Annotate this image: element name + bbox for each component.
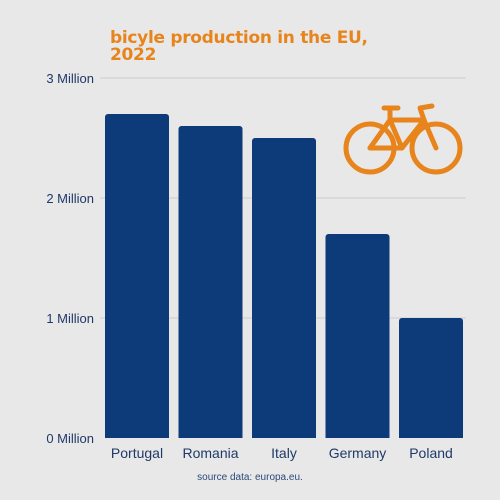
bar-base-italy — [252, 434, 316, 438]
y-tick-label: 1 Million — [46, 311, 94, 326]
y-axis-ticks: 0 Million 1 Million 2 Million 3 Million — [46, 71, 94, 446]
x-category-label: Portugal — [111, 445, 163, 461]
y-tick-label: 2 Million — [46, 191, 94, 206]
bar-base-romania — [178, 434, 243, 438]
bar-base-germany — [325, 434, 390, 438]
bars — [105, 114, 463, 438]
bar-base-portugal — [105, 434, 169, 438]
bar-base-poland — [399, 434, 463, 438]
x-category-label: Italy — [271, 445, 297, 461]
x-axis-categories: Portugal Romania Italy Germany Poland — [111, 445, 453, 461]
y-tick-label: 0 Million — [46, 431, 94, 446]
bar-romania — [178, 126, 243, 438]
source-note: source data: europa.eu. — [197, 472, 303, 483]
x-category-label: Germany — [329, 445, 387, 461]
y-tick-label: 3 Million — [46, 71, 94, 86]
bar-italy — [252, 138, 316, 438]
bar-portugal — [105, 114, 169, 438]
chart-title-line-2: 2022 — [110, 45, 157, 65]
x-category-label: Romania — [182, 445, 238, 461]
chart-title-line-1: bicyle production in the EU, — [110, 28, 368, 48]
x-category-label: Poland — [409, 445, 453, 461]
bar-germany — [325, 234, 390, 438]
chart-title: bicyle production in the EU, 2022 — [110, 30, 368, 64]
bicycle-icon — [343, 103, 463, 175]
bar-poland — [399, 318, 463, 438]
